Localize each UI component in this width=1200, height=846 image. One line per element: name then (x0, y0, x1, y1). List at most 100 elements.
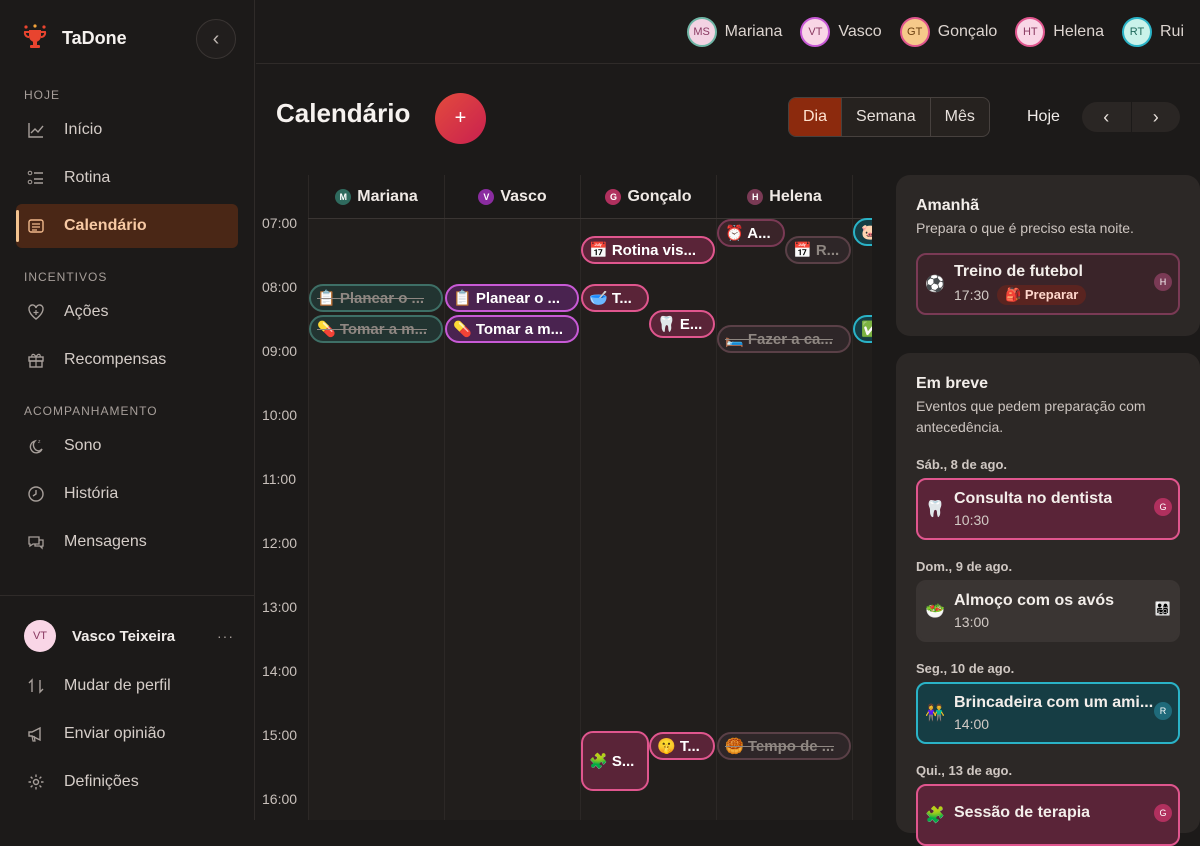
event-rui-2[interactable]: ✅ (853, 315, 872, 343)
sidebar-item-rotina[interactable]: Rotina (16, 156, 238, 200)
grid-line (580, 175, 581, 820)
upcoming-event[interactable]: 🧩 Sessão de terapia G (916, 784, 1180, 846)
member-helena[interactable]: HT Helena (1015, 17, 1104, 47)
view-day-button[interactable]: Dia (789, 98, 842, 136)
event-rui-1[interactable]: 🐷 (853, 218, 872, 246)
member-badge: G (1154, 498, 1172, 516)
view-toggle: Dia Semana Mês (788, 97, 990, 137)
event-helena-fazer[interactable]: 🛏️ Fazer a ca... (717, 325, 851, 353)
tomorrow-event[interactable]: ⚽ Treino de futebol 17:30 🎒 Preparar H (916, 253, 1180, 315)
upcoming-event[interactable]: 👫 Brincadeira com um ami... 14:00 R (916, 682, 1180, 744)
footer-item-label: Enviar opinião (64, 725, 166, 742)
upcoming-subtitle: Eventos que pedem preparação com anteced… (916, 398, 1146, 435)
today-button[interactable]: Hoje (1027, 108, 1060, 125)
sidebar-item-sono[interactable]: z Sono (16, 424, 238, 468)
event-title: Sessão de terapia (954, 804, 1091, 821)
member-name: Mariana (724, 23, 783, 40)
event-vasco-planear[interactable]: 📋 Planear o ... (445, 284, 579, 312)
event-goncalo-s[interactable]: 🧩 S... (581, 731, 649, 791)
main-content: MS Mariana VT Vasco GT Gonçalo HT Helena… (256, 0, 1200, 846)
more-options-button[interactable]: ··· (217, 628, 234, 644)
add-event-button[interactable]: + (435, 93, 486, 144)
view-month-button[interactable]: Mês (929, 98, 989, 136)
event-label: 📅 Rotina vis... (589, 242, 697, 259)
moon-icon: z (26, 436, 46, 456)
member-vasco[interactable]: VT Vasco (800, 17, 882, 47)
event-time: 13:00 (954, 614, 990, 630)
column-header-vasco: V Vasco (445, 175, 580, 219)
tomorrow-title: Amanhã (916, 197, 980, 214)
sidebar-item-label: Sono (64, 437, 102, 454)
event-helena-a[interactable]: ⏰ A... (717, 219, 785, 247)
column-helena[interactable] (717, 219, 852, 820)
upcoming-card: Em breve Eventos que pedem preparação co… (896, 353, 1200, 846)
switch-icon (26, 676, 46, 696)
event-mariana-planear[interactable]: 📋 Planear o ... (309, 284, 443, 312)
hour-label: 10:00 (262, 407, 298, 423)
date-label: Seg., 10 de ago. (916, 661, 1015, 676)
event-helena-tempo[interactable]: 🥮 Tempo de ... (717, 732, 851, 760)
sidebar-item-label: Recompensas (64, 351, 167, 368)
sidebar-item-inicio[interactable]: Início (16, 108, 238, 152)
column-rui[interactable] (853, 219, 872, 820)
heart-plus-icon (26, 302, 46, 322)
sidebar-item-label: Calendário (64, 217, 147, 234)
profile-row[interactable]: VT Vasco Teixeira ··· (24, 620, 234, 652)
upcoming-event[interactable]: 🦷 Consulta no dentista 10:30 G (916, 478, 1180, 540)
svg-text:z: z (38, 439, 41, 445)
member-mariana[interactable]: MS Mariana (686, 17, 783, 47)
view-week-button[interactable]: Semana (841, 98, 930, 136)
next-day-button[interactable]: › (1132, 102, 1181, 132)
event-goncalo-e[interactable]: 🦷 E... (649, 310, 715, 338)
member-dot: V (478, 189, 495, 205)
upcoming-event[interactable]: 🥗 Almoço com os avós 13:00 👨‍👩‍👧‍👦 (916, 580, 1180, 642)
event-goncalo-t1[interactable]: 🥣 T... (581, 284, 649, 312)
family-icon: 👨‍👩‍👧‍👦 (1154, 601, 1172, 616)
megaphone-icon (26, 724, 46, 744)
gift-icon (26, 350, 46, 370)
sidebar-item-calendario[interactable]: Calendário (16, 204, 238, 248)
sidebar-item-label: Rotina (64, 169, 111, 186)
event-mariana-tomar[interactable]: 💊 Tomar a m... (309, 315, 443, 343)
sidebar-item-mensagens[interactable]: Mensagens (16, 520, 238, 564)
chevron-right-icon: › (1152, 106, 1159, 127)
friends-icon: 👫 (925, 705, 945, 722)
event-label: 📅 R... (793, 242, 840, 259)
member-name: Vasco (838, 23, 882, 40)
hour-label: 12:00 (262, 535, 298, 551)
grid-line (444, 175, 445, 820)
event-goncalo-rotina[interactable]: 📅 Rotina vis... (581, 236, 715, 264)
settings-button[interactable]: Definições (16, 760, 238, 804)
event-helena-r[interactable]: 📅 R... (785, 236, 851, 264)
section-label-acompanhamento: ACOMPANHAMENTO (24, 404, 158, 418)
switch-profile-button[interactable]: Mudar de perfil (16, 664, 238, 708)
hour-label: 09:00 (262, 343, 298, 359)
event-time: 14:00 (954, 716, 990, 732)
sidebar-item-acoes[interactable]: Ações (16, 290, 238, 334)
sidebar-item-recompensas[interactable]: Recompensas (16, 338, 238, 382)
prev-day-button[interactable]: ‹ (1082, 102, 1132, 132)
family-members: MS Mariana VT Vasco GT Gonçalo HT Helena… (686, 17, 1184, 47)
chevron-left-icon: ‹ (212, 27, 220, 50)
upcoming-title: Em breve (916, 375, 989, 392)
soccer-ball-icon: ⚽ (925, 276, 945, 293)
member-avatar: HT (1015, 17, 1046, 47)
send-feedback-button[interactable]: Enviar opinião (16, 712, 238, 756)
member-avatar: VT (800, 17, 831, 47)
prepare-button[interactable]: 🎒 Preparar (997, 285, 1087, 305)
event-goncalo-t2[interactable]: 🤫 T... (649, 732, 715, 760)
hour-label: 13:00 (262, 599, 298, 615)
event-vasco-tomar[interactable]: 💊 Tomar a m... (445, 315, 579, 343)
collapse-sidebar-button[interactable]: ‹ (196, 19, 236, 59)
hour-label: 07:00 (262, 215, 298, 231)
chat-icon (26, 532, 46, 552)
event-title: Almoço com os avós (954, 592, 1115, 609)
event-label: 🥣 T... (589, 290, 632, 307)
tooth-icon: 🦷 (925, 501, 945, 518)
sidebar-item-historia[interactable]: História (16, 472, 238, 516)
member-rui[interactable]: RT Rui (1121, 17, 1184, 47)
sidebar-item-label: História (64, 485, 119, 502)
sidebar-divider (0, 595, 255, 596)
member-goncalo[interactable]: GT Gonçalo (899, 17, 997, 47)
brand[interactable]: TaDone (22, 24, 127, 52)
